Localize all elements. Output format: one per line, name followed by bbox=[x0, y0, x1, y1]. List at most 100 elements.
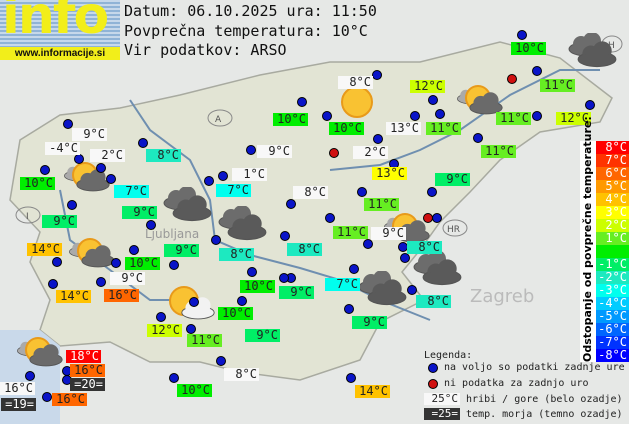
temperature-label: 8°C bbox=[407, 241, 442, 254]
station-dot bbox=[344, 304, 354, 314]
legend-red-text: ni podatka za zadnjo uro bbox=[444, 378, 589, 389]
temperature-label: 10°C bbox=[218, 307, 253, 320]
country-marker-croatia: HR bbox=[447, 225, 460, 235]
color-scale-step: 3°C bbox=[596, 206, 629, 219]
site-logo[interactable]: info www.informacije.si bbox=[0, 0, 120, 60]
temperature-label: 14°C bbox=[27, 243, 62, 256]
station-dot bbox=[25, 371, 35, 381]
temperature-label: 11°C bbox=[540, 79, 575, 92]
station-dot bbox=[346, 373, 356, 383]
station-dot bbox=[532, 66, 542, 76]
color-scale-step: -4°C bbox=[596, 297, 629, 310]
color-scale-title: Odstopanje od povprečne temperature: bbox=[580, 116, 596, 362]
legend-blue-text: na voljo so podatki zadnje ure bbox=[444, 362, 625, 373]
station-dot bbox=[106, 174, 116, 184]
color-scale-step: 1°C bbox=[596, 232, 629, 245]
partly-cloudy-icon bbox=[64, 162, 110, 192]
station-dot bbox=[189, 297, 199, 307]
station-dot bbox=[325, 213, 335, 223]
color-scale-step: -5°C bbox=[596, 310, 629, 323]
temperature-label: 18°C bbox=[66, 350, 101, 363]
logo-url[interactable]: www.informacije.si bbox=[0, 47, 120, 60]
temperature-label: 10°C bbox=[240, 280, 275, 293]
temperature-label: 8°C bbox=[416, 295, 451, 308]
cloud-icon bbox=[218, 206, 267, 241]
color-scale-step: 6°C bbox=[596, 167, 629, 180]
station-dot bbox=[373, 134, 383, 144]
temperature-label: 10°C bbox=[125, 257, 160, 270]
legend-mountain-row: 25°C hribi / gore (belo ozadje) bbox=[424, 393, 623, 406]
station-dot bbox=[372, 70, 382, 80]
station-no-data-dot bbox=[507, 74, 517, 84]
temperature-label: 13°C bbox=[386, 122, 421, 135]
temperature-label: 10°C bbox=[273, 113, 308, 126]
temperature-label: 9°C bbox=[245, 329, 280, 342]
station-dot bbox=[297, 97, 307, 107]
temperature-label: 12°C bbox=[556, 112, 591, 125]
station-dot bbox=[40, 165, 50, 175]
country-marker-hungary: H bbox=[608, 41, 615, 51]
color-scale-step: 4°C bbox=[596, 193, 629, 206]
station-dot bbox=[216, 356, 226, 366]
legend-sea-sample: =25= bbox=[424, 408, 460, 420]
station-dot bbox=[63, 119, 73, 129]
temperature-label: 8°C bbox=[146, 149, 181, 162]
temperature-label: 8°C bbox=[338, 76, 373, 89]
color-scale-step: -8°C bbox=[596, 349, 629, 362]
legend-blue-dot-icon bbox=[428, 363, 438, 373]
temperature-label: 11°C bbox=[333, 226, 368, 239]
temperature-label: 16°C bbox=[0, 382, 35, 395]
city-ljubljana: Ljubljana bbox=[145, 227, 199, 241]
slovenia-outline bbox=[9, 41, 613, 381]
temperature-label: 9°C bbox=[72, 128, 107, 141]
station-dot bbox=[204, 176, 214, 186]
legend-sea-text: temp. morja (temno ozadje) bbox=[466, 409, 623, 420]
temperature-label: 11°C bbox=[426, 122, 461, 135]
station-dot bbox=[169, 373, 179, 383]
city-zagreb: Zagreb bbox=[470, 286, 534, 307]
station-dot bbox=[247, 267, 257, 277]
temperature-label: 10°C bbox=[511, 42, 546, 55]
temperature-label: 12°C bbox=[410, 80, 445, 93]
station-dot bbox=[279, 273, 289, 283]
cloud-icon bbox=[163, 187, 212, 222]
color-scale-step bbox=[596, 245, 629, 258]
color-scale-step: 5°C bbox=[596, 180, 629, 193]
station-dot bbox=[435, 109, 445, 119]
station-dot bbox=[237, 296, 247, 306]
color-scale-step: 7°C bbox=[596, 154, 629, 167]
temperature-label: 2°C bbox=[353, 146, 388, 159]
legend-mountain-text: hribi / gore (belo ozadje) bbox=[466, 394, 623, 405]
station-dot bbox=[280, 231, 290, 241]
temperature-label: 12°C bbox=[147, 324, 182, 337]
temperature-label: 14°C bbox=[355, 385, 390, 398]
station-dot bbox=[48, 279, 58, 289]
temperature-label: -4°C bbox=[45, 142, 80, 155]
temperature-label: 9°C bbox=[435, 173, 470, 186]
partly-cloudy-light-icon bbox=[169, 286, 215, 320]
temperature-label: 8°C bbox=[287, 243, 322, 256]
station-no-data-dot bbox=[423, 213, 433, 223]
temperature-label: 9°C bbox=[279, 286, 314, 299]
station-dot bbox=[428, 95, 438, 105]
partly-cloudy-icon bbox=[17, 337, 63, 367]
temperature-label: 10°C bbox=[177, 384, 212, 397]
temperature-label: 11°C bbox=[496, 112, 531, 125]
station-dot bbox=[427, 187, 437, 197]
station-dot bbox=[349, 264, 359, 274]
station-dot bbox=[52, 257, 62, 267]
color-scale-step: 8°C bbox=[596, 141, 629, 154]
color-scale: 8°C 7°C 6°C 5°C 4°C 3°C 2°C 1°C -1°C -2°C -3°C -4°C… bbox=[596, 141, 629, 362]
station-dot bbox=[186, 324, 196, 334]
station-dot bbox=[410, 111, 420, 121]
station-dot bbox=[129, 245, 139, 255]
partly-cloudy-icon bbox=[69, 238, 115, 268]
color-scale-step: -3°C bbox=[596, 284, 629, 297]
temperature-label: 1°C bbox=[232, 168, 267, 181]
temperature-label: 8°C bbox=[224, 368, 259, 381]
station-dot bbox=[111, 258, 121, 268]
date-line: Datum: 06.10.2025 ura: 11:50 bbox=[124, 2, 377, 20]
temperature-label: 10°C bbox=[329, 122, 364, 135]
data-source: Vir podatkov: ARSO bbox=[124, 41, 287, 59]
